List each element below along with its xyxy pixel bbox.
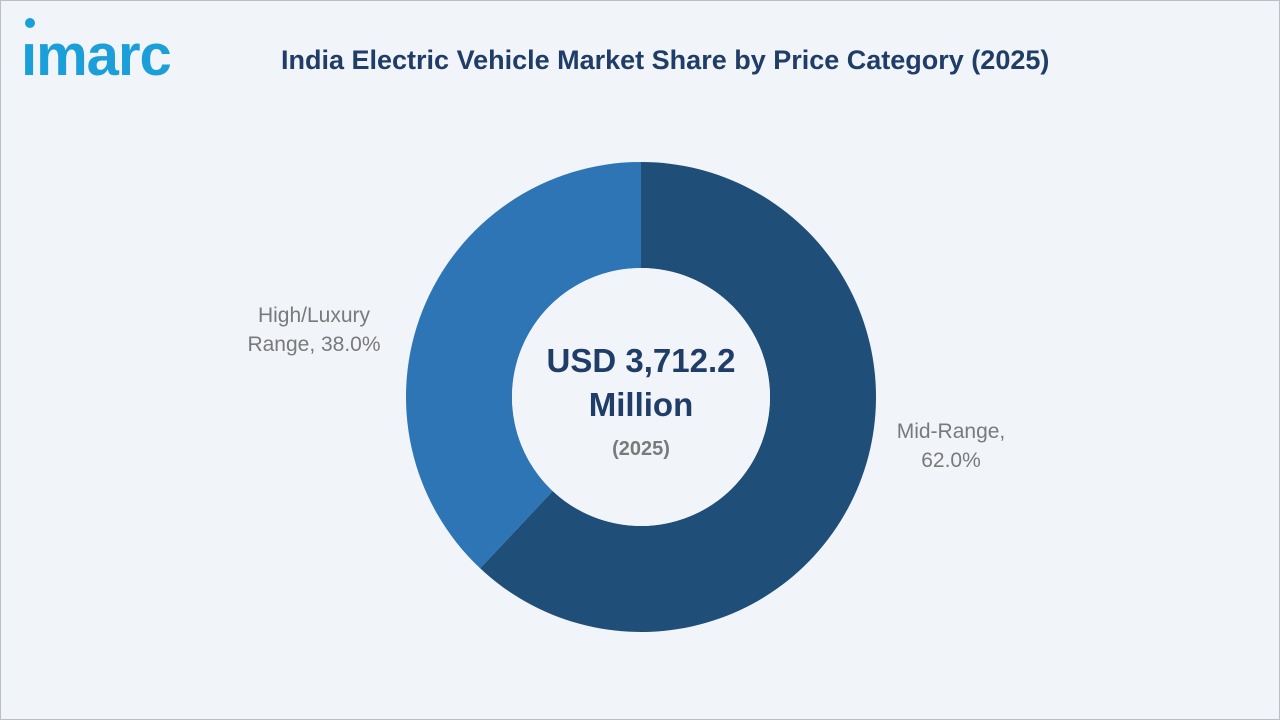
- svg-text:ımarc: ımarc: [21, 23, 171, 85]
- center-year: (2025): [612, 438, 670, 460]
- center-market-value: USD 3,712.2 Million: [546, 342, 736, 423]
- imarc-logo: ımarc: [21, 18, 172, 85]
- donut-slice-high-luxury-range: [406, 161, 641, 569]
- slice-label-high-luxury: High/Luxury Range, 38.0%: [247, 304, 381, 356]
- slice-label-mid-range: Mid-Range, 62.0%: [896, 420, 1006, 472]
- donut-slice-mid-range: [480, 162, 876, 632]
- donut-hole: [512, 268, 770, 526]
- chart-title: India Electric Vehicle Market Share by P…: [281, 45, 1050, 75]
